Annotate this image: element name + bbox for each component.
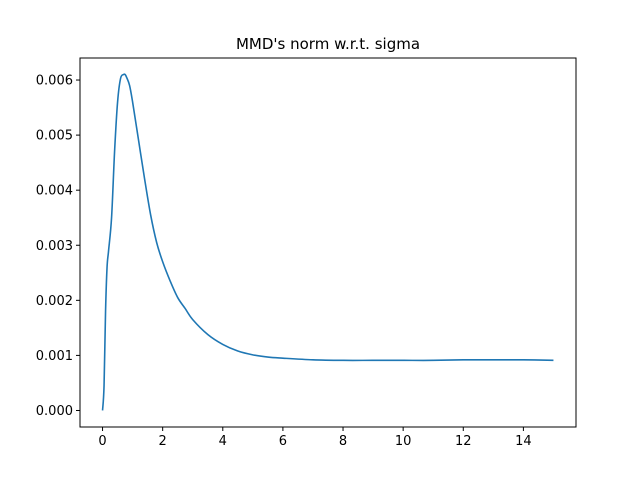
axes-frame [79, 57, 577, 428]
x-tick-label: 0 [98, 434, 106, 449]
x-tick-label: 4 [219, 434, 227, 449]
y-tick-label: 0.006 [36, 74, 73, 89]
y-axis: 0.000 0.001 0.002 0.003 0.004 0.005 0.006 [36, 74, 80, 419]
chart-title: MMD's norm w.r.t. sigma [236, 35, 420, 53]
series-line [101, 73, 554, 411]
y-tick-label: 0.005 [36, 129, 73, 144]
x-tick-label: 10 [395, 434, 412, 449]
y-tick-label: 0.004 [36, 184, 73, 199]
series-layer [101, 73, 554, 411]
x-tick-label: 14 [515, 434, 532, 449]
y-tick-label: 0.001 [36, 349, 73, 364]
x-tick-label: 8 [339, 434, 347, 449]
plot-area: 0 2 4 6 8 10 12 14 0.0000.0010.0020.0030.0040.0… [36, 57, 577, 449]
x-axis: 0 2 4 6 8 10 12 14 [98, 427, 532, 449]
y-tick-label: 0.003 [36, 239, 73, 254]
x-tick-label: 12 [455, 434, 472, 449]
y-tick-label: 0.000 [36, 404, 73, 419]
x-tick-label: 6 [279, 434, 287, 449]
x-tick-label: 2 [159, 434, 167, 449]
y-tick-label: 0.002 [36, 294, 73, 309]
